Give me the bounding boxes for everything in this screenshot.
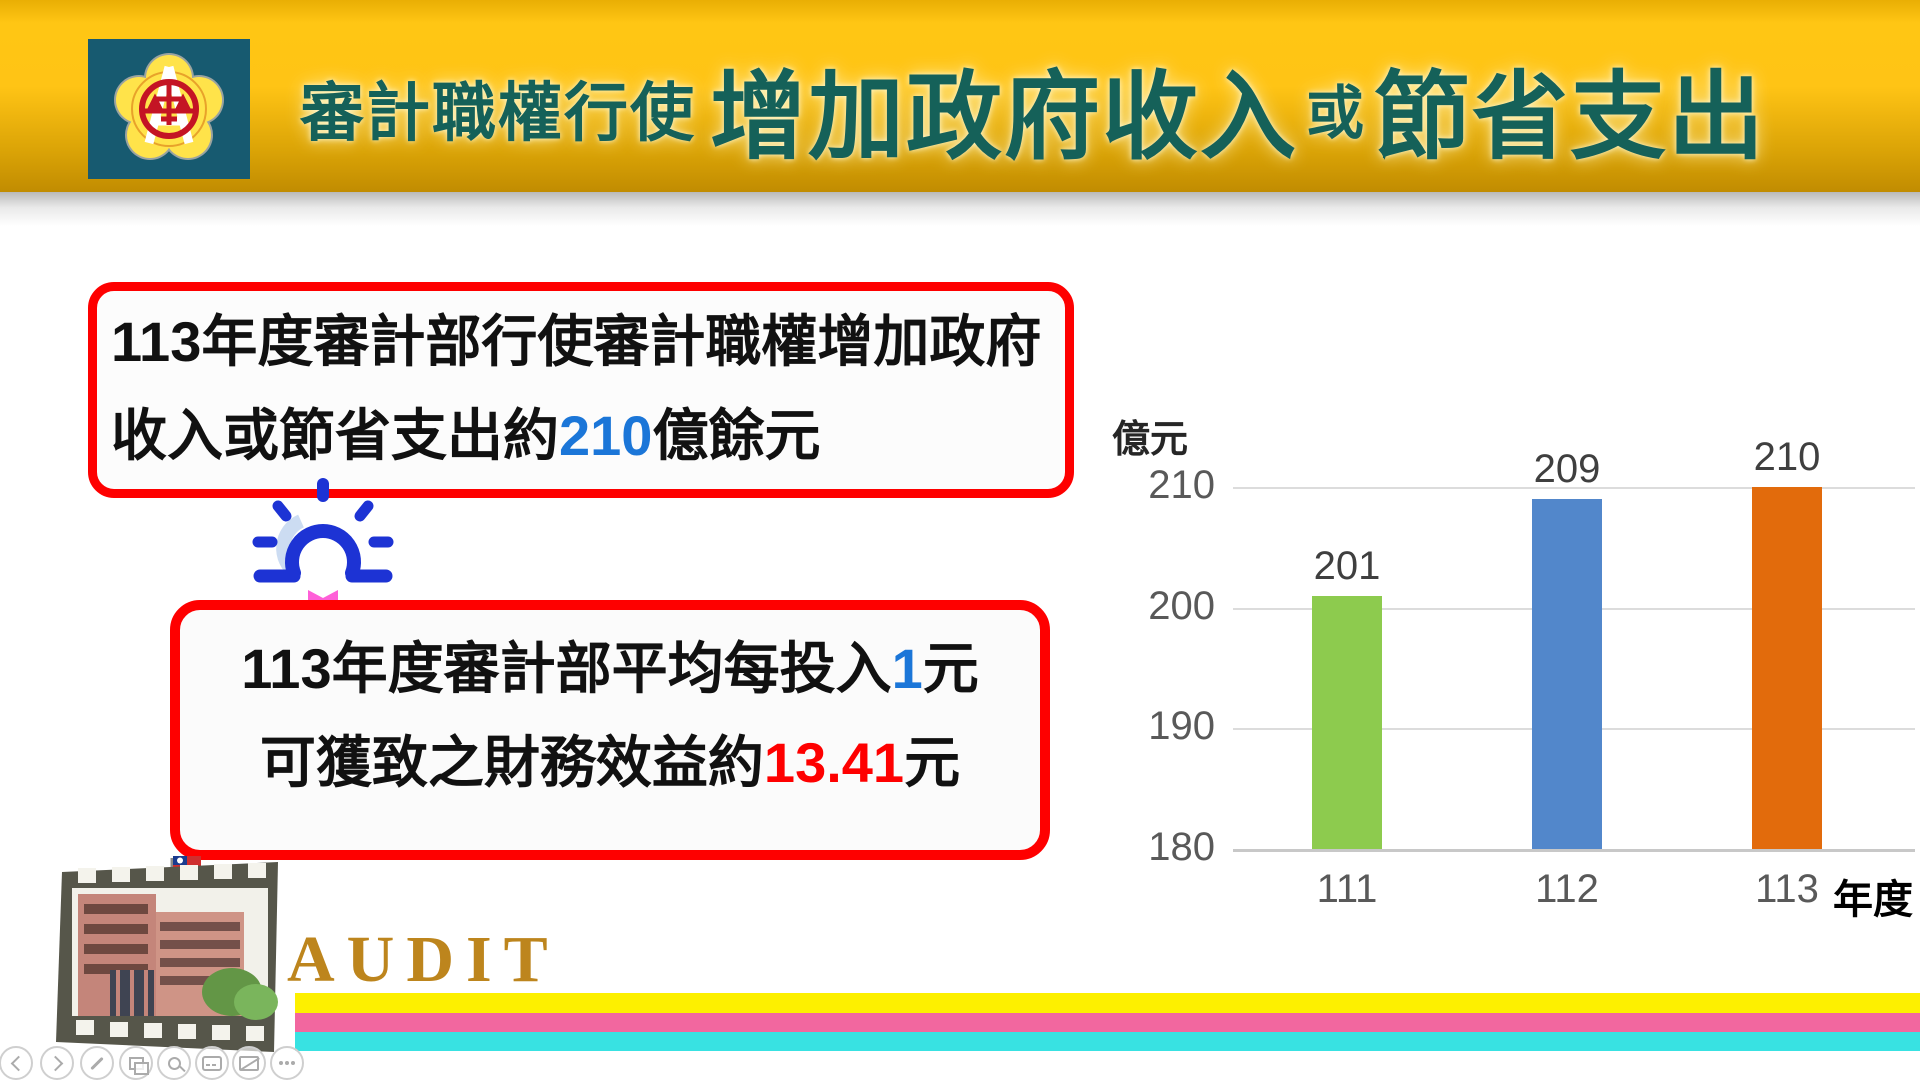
y-tick-label: 180 xyxy=(1148,825,1215,869)
more-icon xyxy=(285,1061,289,1065)
roi-return-value: 13.41 xyxy=(763,731,905,794)
audit-emblem-icon xyxy=(88,39,250,179)
gridline-180 xyxy=(1233,849,1915,852)
callout-total-line2: 收入或節省支出約210億餘元 xyxy=(111,404,821,467)
pen-icon xyxy=(90,1056,104,1070)
bar-111 xyxy=(1312,595,1382,849)
chevron-left-icon xyxy=(10,1055,26,1071)
chevron-right-button[interactable] xyxy=(40,1046,74,1080)
bar-value-label: 210 xyxy=(1753,435,1821,479)
captions-button[interactable] xyxy=(195,1046,229,1080)
x-tick-label: 112 xyxy=(1535,867,1599,911)
pen-button[interactable] xyxy=(80,1046,114,1080)
title-part-or: 或 xyxy=(1306,81,1367,146)
title-part-small: 審計職權行使 xyxy=(300,77,696,149)
x-tick-label: 111 xyxy=(1316,867,1378,911)
slide-title: 審計職權行使 增加政府收入 或 節省支出 xyxy=(300,28,1766,188)
audit-building-photo xyxy=(52,852,288,1058)
callout-total-line1: 113年度審計部行使審計職權增加政府 xyxy=(111,310,1042,373)
y-tick-label: 200 xyxy=(1148,583,1215,628)
title-part-big-1: 增加政府收入 xyxy=(710,63,1298,171)
stripe-2 xyxy=(295,1032,1920,1051)
display-button[interactable] xyxy=(232,1046,266,1080)
stripe-1 xyxy=(295,1013,1920,1032)
chevron-right-icon xyxy=(47,1055,63,1071)
stripe-0 xyxy=(295,993,1920,1013)
title-part-big-2: 節省支出 xyxy=(1374,63,1767,171)
callout-roi-line1: 113年度審計部平均每投入1元 xyxy=(241,637,979,700)
display-icon xyxy=(239,1055,259,1071)
callout-total-benefit: 113年度審計部行使審計職權增加政府 收入或節省支出約210億餘元 xyxy=(88,282,1074,498)
audit-emblem-logo xyxy=(88,39,250,179)
callout-roi-line2: 可獲致之財務效益約13.41元 xyxy=(259,731,961,794)
banner-shadow xyxy=(0,192,1920,226)
callout-roi: 113年度審計部平均每投入1元 可獲致之財務效益約13.41元 xyxy=(170,600,1050,860)
roi-input-value: 1 xyxy=(891,637,923,700)
bar-113 xyxy=(1752,487,1822,849)
chart-x-axis-label: 年度 xyxy=(1833,878,1913,922)
total-benefit-value: 210 xyxy=(559,404,653,467)
bar-value-label: 201 xyxy=(1313,543,1381,588)
zoom-icon xyxy=(167,1056,181,1070)
bar-112 xyxy=(1532,499,1602,849)
slides-button[interactable] xyxy=(119,1046,153,1080)
bar-value-label: 209 xyxy=(1533,447,1601,492)
gridline-210 xyxy=(1233,487,1915,489)
y-tick-label: 190 xyxy=(1148,704,1215,749)
zoom-button[interactable] xyxy=(157,1046,191,1080)
captions-icon xyxy=(202,1055,222,1071)
y-tick-label: 210 xyxy=(1148,463,1215,507)
title-banner xyxy=(0,0,1920,192)
more-button[interactable] xyxy=(270,1046,304,1080)
chevron-left-button[interactable] xyxy=(0,1046,33,1080)
sunrise-scale-icon xyxy=(248,476,398,622)
audit-word: AUDIT xyxy=(287,923,560,996)
bar-chart: 210 200 190 180 201 111 209 112 210 113 年度 xyxy=(1148,435,1915,922)
chart-unit-label: 億元 xyxy=(1112,419,1189,461)
x-tick-label: 113 xyxy=(1755,867,1819,911)
slides-icon xyxy=(128,1056,149,1075)
